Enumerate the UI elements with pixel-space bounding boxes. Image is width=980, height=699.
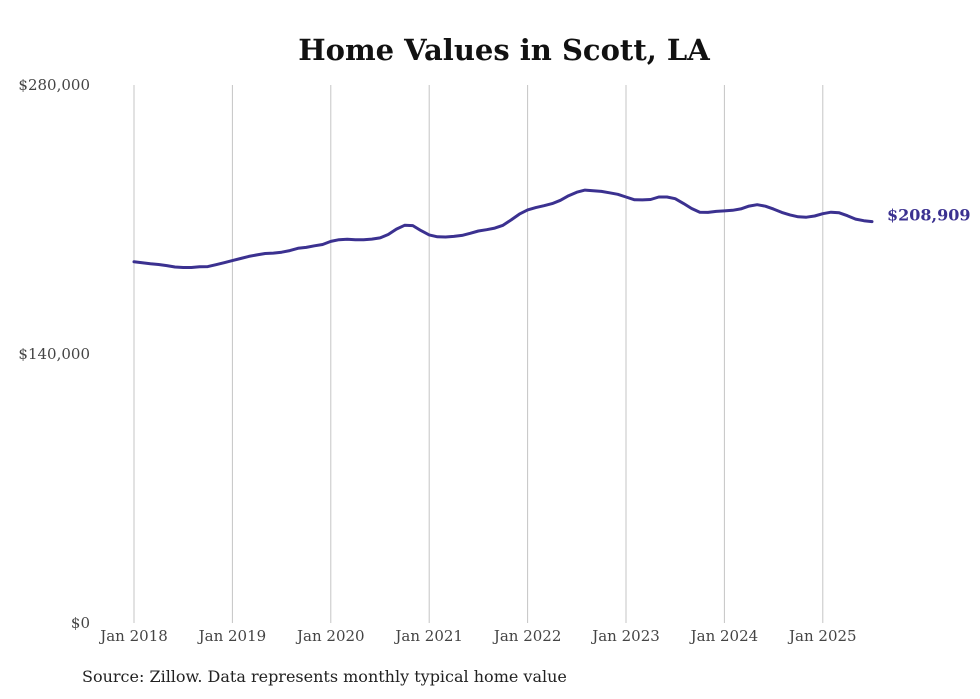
x-tick-label: Jan 2018 [98,627,168,645]
x-tick-label: Jan 2020 [295,627,365,645]
x-tick-label: Jan 2024 [689,627,759,645]
x-tick-label: Jan 2025 [787,627,857,645]
vertical-gridlines [133,85,824,623]
y-tick-label: $140,000 [18,345,90,363]
x-tick-label: Jan 2021 [393,627,463,645]
last-value-label: $208,909 [887,206,971,225]
y-tick-label: $280,000 [18,76,90,94]
series-line-0 [132,188,874,269]
y-axis: $0 $140,000 $280,000 [18,76,90,632]
y-tick-label: $0 [71,614,90,632]
plot-area [132,188,874,269]
x-tick-label: Jan 2019 [197,627,267,645]
source-note: Source: Zillow. Data represents monthly … [82,667,567,686]
x-axis: Jan 2018 Jan 2019 Jan 2020 Jan 2021 Jan 2022… [98,627,856,645]
chart-title: Home Values in Scott, LA [298,33,710,67]
x-tick-label: Jan 2023 [590,627,660,645]
x-tick-label: Jan 2022 [492,627,562,645]
